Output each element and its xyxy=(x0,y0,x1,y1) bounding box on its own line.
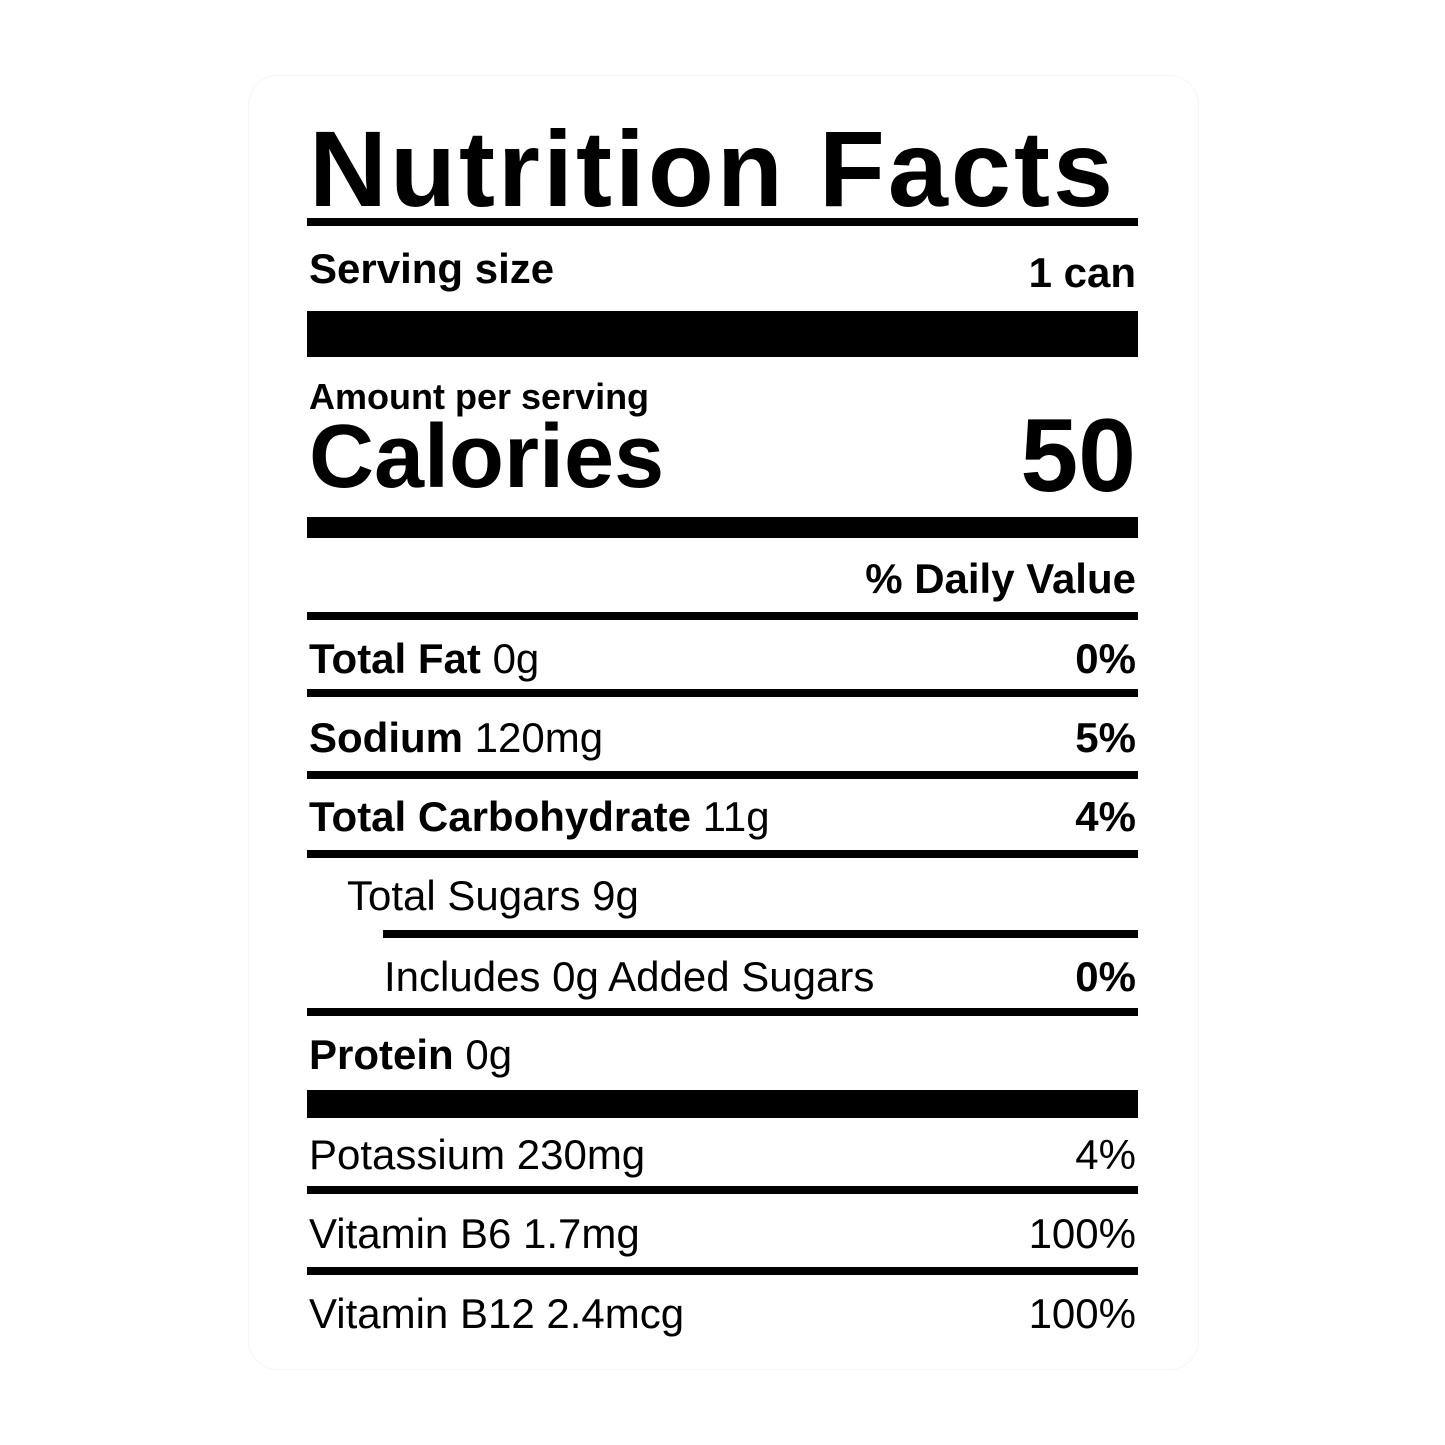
rule xyxy=(307,218,1138,226)
title: Nutrition Facts xyxy=(309,108,1117,229)
nutrient-amount: 120mg xyxy=(474,714,604,761)
rule xyxy=(307,850,1138,858)
nutrient-dv: 0% xyxy=(1075,635,1136,682)
rule xyxy=(307,1186,1138,1194)
rule xyxy=(383,930,1138,938)
serving-label: Serving size xyxy=(309,245,555,292)
rule xyxy=(307,1008,1138,1016)
nutrient-row: Total Fat 0g xyxy=(309,638,539,680)
nutrient-name: Vitamin B12 xyxy=(309,1290,535,1337)
nutrient-amount: 2.4mcg xyxy=(546,1290,685,1337)
nutrient-row: Total Carbohydrate 11g xyxy=(309,796,770,838)
nutrient-row: Sodium 120mg xyxy=(309,717,603,759)
nutrient-name: Total Carbohydrate xyxy=(309,793,691,840)
nutrient-dv: 100% xyxy=(1028,1290,1136,1337)
nutrient-amount: 0g xyxy=(465,1031,513,1078)
rule xyxy=(307,1267,1138,1275)
rule xyxy=(307,771,1138,779)
rule xyxy=(307,311,1138,357)
amount-label: Amount per serving xyxy=(309,376,650,417)
nutrient-dv: 100% xyxy=(1028,1210,1136,1257)
nutrient-amount: 0g xyxy=(492,635,540,682)
nutrient-amount: 9g xyxy=(592,872,639,919)
nutrient-row: Vitamin B6 1.7mg xyxy=(309,1213,640,1255)
nutrient-amount: 1.7mg xyxy=(523,1210,640,1257)
calories-label: Calories xyxy=(309,407,665,507)
nutrient-dv: 0% xyxy=(1075,953,1136,1000)
daily-value-header: % Daily Value xyxy=(865,555,1136,602)
label-card xyxy=(248,75,1199,1370)
rule xyxy=(307,1090,1138,1118)
nutrient-row: Vitamin B12 2.4mcg xyxy=(309,1293,684,1335)
nutrient-name: Total Fat xyxy=(309,635,481,682)
nutrient-name: Total Sugars xyxy=(347,872,581,919)
nutrient-row: Protein 0g xyxy=(309,1034,512,1076)
nutrient-name: Potassium xyxy=(309,1131,506,1178)
nutrient-dv: 4% xyxy=(1075,793,1136,840)
nutrient-row: Potassium 230mg xyxy=(309,1134,645,1176)
rule xyxy=(307,689,1138,697)
nutrient-name: Vitamin B6 xyxy=(309,1210,512,1257)
rule xyxy=(307,517,1138,538)
nutrient-name: Protein xyxy=(309,1031,454,1078)
calories-value: 50 xyxy=(1020,398,1136,514)
nutrient-amount: 11g xyxy=(702,793,770,840)
nutrient-row: Total Sugars 9g xyxy=(347,875,639,917)
nutrient-dv: 4% xyxy=(1075,1131,1136,1178)
nutrient-amount: 230mg xyxy=(516,1131,646,1178)
serving-value: 1 can xyxy=(1028,249,1136,296)
nutrient-name: Includes 0g Added Sugars xyxy=(384,953,875,1000)
rule xyxy=(307,612,1138,620)
nutrient-name: Sodium xyxy=(309,714,463,761)
nutrient-dv: 5% xyxy=(1075,714,1136,761)
